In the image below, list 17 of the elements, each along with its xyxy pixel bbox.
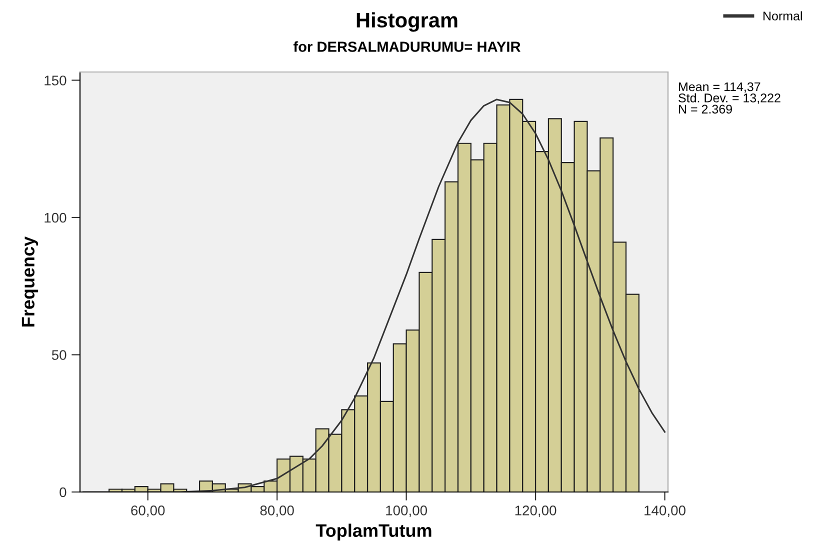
x-axis-title: ToplamTutum: [316, 524, 432, 541]
y-tick-label: 100: [44, 212, 66, 223]
y-axis-title: Frequency: [22, 236, 38, 326]
chart-subtitle: for DERSALMADURUMU= HAYIR: [293, 41, 520, 52]
chart-title: Histogram: [356, 12, 458, 32]
y-tick-label: 0: [60, 487, 66, 498]
x-tick-label: 140,00: [644, 506, 686, 518]
text: N = 2.369: [679, 104, 732, 114]
text: Std. Dev. = 13,222: [678, 93, 780, 104]
y-tick-label: 50: [52, 350, 66, 360]
x-tick-label: 60,00: [131, 506, 165, 518]
x-tick-label: 80,00: [260, 506, 294, 518]
x-tick-label: 100,00: [386, 506, 428, 518]
x-tick-label: 120,00: [515, 506, 556, 518]
legend-label: Normal: [763, 11, 802, 20]
text: Mean = 114,37: [679, 82, 760, 93]
y-tick-label: 150: [44, 76, 66, 86]
